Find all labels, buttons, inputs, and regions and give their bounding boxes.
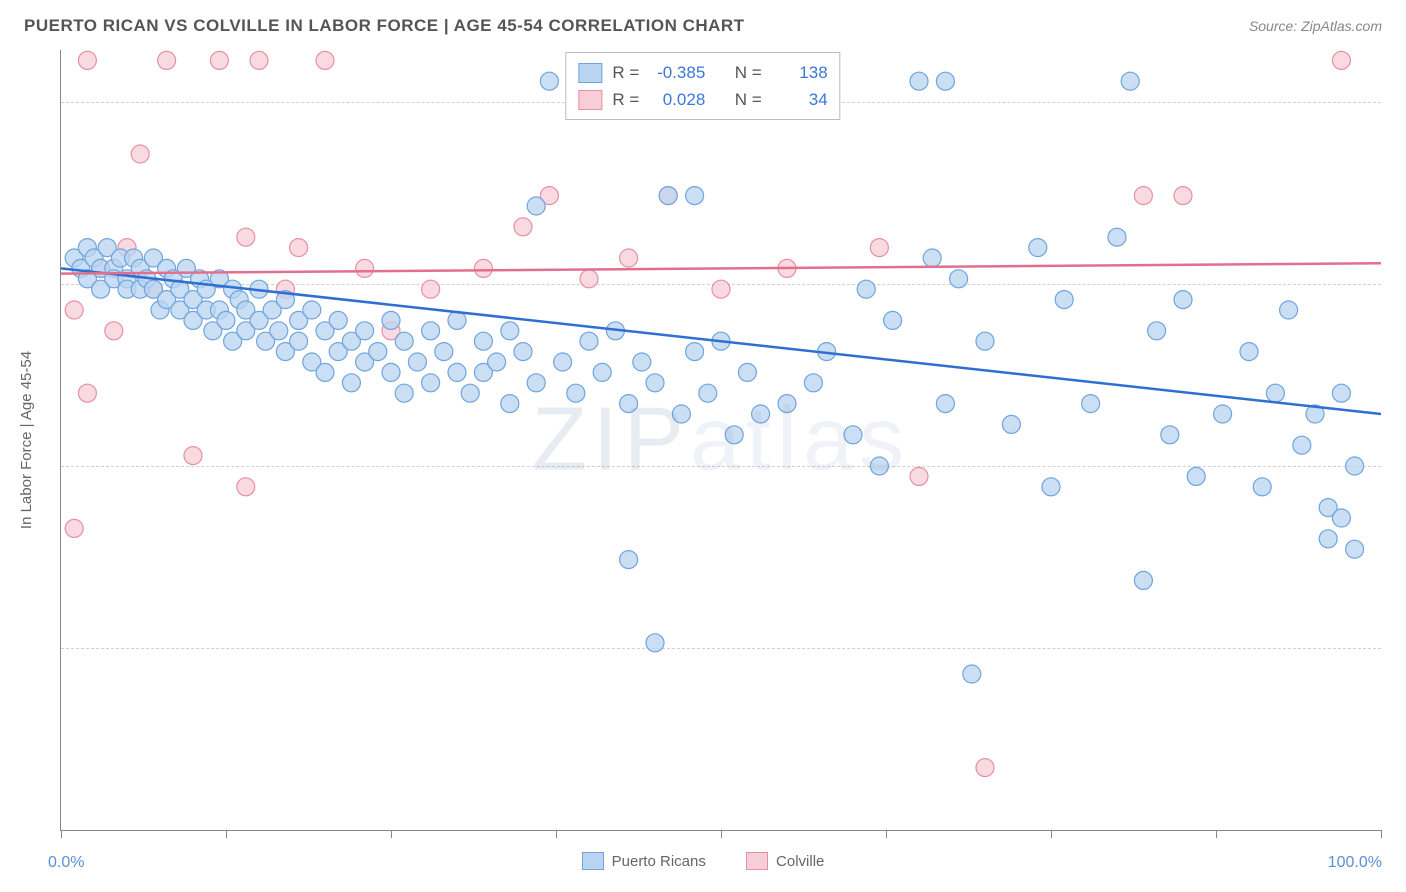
legend-swatch-0 — [582, 852, 604, 870]
x-tick — [556, 830, 557, 838]
n-label: N = — [735, 59, 762, 86]
plot-area: ZIPatlas 100.0%82.5%65.0%47.5% — [60, 50, 1381, 831]
y-tick-label: 47.5% — [1389, 639, 1406, 657]
legend-item-1: Colville — [746, 852, 824, 870]
r-label: R = — [612, 86, 639, 113]
r-value-1: 0.028 — [649, 86, 705, 113]
y-axis-title: In Labor Force | Age 45-54 — [18, 351, 35, 529]
n-value-1: 34 — [772, 86, 828, 113]
legend-item-0: Puerto Ricans — [582, 852, 706, 870]
y-tick-label: 82.5% — [1389, 275, 1406, 293]
legend-label-0: Puerto Ricans — [612, 853, 706, 870]
y-tick-label: 100.0% — [1389, 93, 1406, 111]
r-label: R = — [612, 59, 639, 86]
x-tick — [886, 830, 887, 838]
trend-line — [61, 263, 1381, 273]
correlation-swatch-1 — [578, 90, 602, 110]
x-tick — [1381, 830, 1382, 838]
bottom-legend: Puerto Ricans Colville — [0, 852, 1406, 874]
correlation-swatch-0 — [578, 63, 602, 83]
correlation-legend-box: R = -0.385 N = 138 R = 0.028 N = 34 — [565, 52, 840, 120]
x-tick — [391, 830, 392, 838]
n-value-0: 138 — [772, 59, 828, 86]
source-label: Source: ZipAtlas.com — [1249, 18, 1382, 34]
n-label: N = — [735, 86, 762, 113]
legend-swatch-1 — [746, 852, 768, 870]
correlation-row-1: R = 0.028 N = 34 — [578, 86, 827, 113]
x-tick — [61, 830, 62, 838]
x-tick — [1216, 830, 1217, 838]
x-tick — [226, 830, 227, 838]
x-tick — [721, 830, 722, 838]
y-tick-label: 65.0% — [1389, 457, 1406, 475]
r-value-0: -0.385 — [649, 59, 705, 86]
chart-title: PUERTO RICAN VS COLVILLE IN LABOR FORCE … — [24, 16, 745, 36]
legend-label-1: Colville — [776, 853, 824, 870]
trend-line — [61, 268, 1381, 414]
x-tick — [1051, 830, 1052, 838]
correlation-row-0: R = -0.385 N = 138 — [578, 59, 827, 86]
trend-lines-layer — [61, 50, 1381, 830]
